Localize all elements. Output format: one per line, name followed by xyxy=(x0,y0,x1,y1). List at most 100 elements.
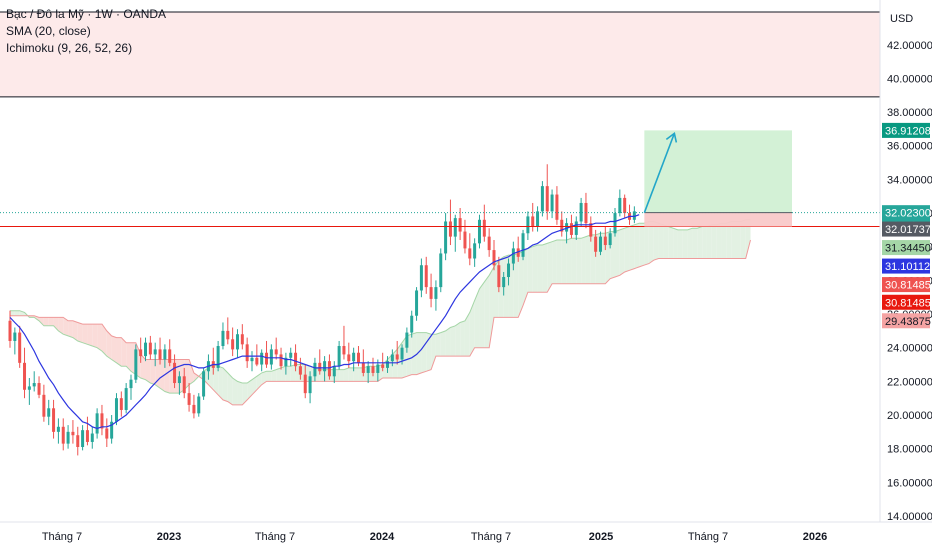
price-tag-bg xyxy=(882,122,930,138)
price-tag: 30.81485 xyxy=(882,277,931,293)
ichimoku-cloud-segment xyxy=(290,364,296,382)
price-tag: 36.91208 xyxy=(882,122,931,138)
candle xyxy=(603,226,607,251)
candle xyxy=(439,248,443,293)
candle xyxy=(13,327,17,355)
legend-ichimoku[interactable]: Ichimoku (9, 26, 52, 26) xyxy=(6,41,133,55)
price-tag-bg xyxy=(882,277,930,293)
candle-body xyxy=(463,231,467,249)
candle-body xyxy=(482,219,486,237)
ichimoku-cloud-segment xyxy=(271,369,277,382)
price-tag-label: 29.43875 xyxy=(885,316,931,328)
candle xyxy=(487,228,491,257)
ichimoku-cloud-segment xyxy=(101,324,107,357)
ichimoku-cloud-segment xyxy=(537,245,543,293)
candle xyxy=(390,349,394,367)
ichimoku-cloud-segment xyxy=(227,372,233,405)
ichimoku-cloud-segment xyxy=(281,366,286,382)
candle xyxy=(473,238,477,267)
x-tick-label: 2024 xyxy=(370,531,395,543)
candle xyxy=(240,324,244,350)
candle-body xyxy=(318,362,322,372)
candle xyxy=(61,418,65,451)
candle xyxy=(279,347,283,370)
projection-arrow-head xyxy=(665,132,678,143)
ichimoku-cloud-segment xyxy=(155,359,161,389)
candle-body xyxy=(400,347,404,360)
candle-body xyxy=(47,408,51,417)
candle-body xyxy=(129,379,133,389)
price-tag: 32.01737 xyxy=(882,221,931,237)
candle-body xyxy=(298,366,302,375)
candle-body xyxy=(56,426,60,432)
ichimoku-cloud-segment xyxy=(266,371,272,382)
candle-body xyxy=(235,334,239,350)
candle xyxy=(260,349,264,372)
candle-body xyxy=(361,362,365,373)
candle xyxy=(71,420,75,444)
ichimoku-cloud-segment xyxy=(247,379,252,400)
ichimoku-cloud-segment xyxy=(416,332,422,375)
legend-symbol[interactable]: Bạc / Đô la Mỹ · 1W · OANDA xyxy=(6,7,167,21)
candle xyxy=(110,415,114,444)
candle xyxy=(52,399,56,439)
candle xyxy=(429,273,433,308)
candle xyxy=(250,351,254,372)
candle xyxy=(448,199,452,246)
candle-body xyxy=(216,346,220,368)
candle xyxy=(632,206,636,224)
candle-body xyxy=(182,376,186,394)
candle-body xyxy=(618,197,622,214)
candle-body xyxy=(356,352,360,363)
legend-sma[interactable]: SMA (20, close) xyxy=(6,24,91,38)
candle xyxy=(37,376,41,399)
candle-body xyxy=(114,398,118,422)
candle xyxy=(177,371,181,395)
ichimoku-cloud-segment xyxy=(440,330,446,357)
ichimoku-cloud-segment xyxy=(581,236,586,284)
candle-body xyxy=(61,426,65,444)
candle xyxy=(153,342,157,367)
ichimoku-cloud-segment xyxy=(435,332,441,357)
ichimoku-cloud-segment xyxy=(527,246,533,293)
candle xyxy=(226,317,230,345)
ichimoku-cloud-segment xyxy=(576,238,582,284)
candle-body xyxy=(468,248,472,259)
candle-body xyxy=(492,250,496,266)
y-tick-label: 42.00000 xyxy=(887,40,932,52)
y-tick-label: 14.00000 xyxy=(887,511,932,523)
ichimoku-cloud-segment xyxy=(252,376,257,395)
candle-body xyxy=(531,216,535,227)
candle xyxy=(550,189,554,219)
ichimoku-cloud-segment xyxy=(339,369,344,382)
candle-body xyxy=(390,354,394,362)
ichimoku-cloud-segment xyxy=(692,228,698,259)
price-tag-label: 30.81485 xyxy=(885,280,931,292)
candle-body xyxy=(545,186,549,212)
ichimoku-cloud-segment xyxy=(474,288,480,348)
ichimoku-cloud-segment xyxy=(68,320,73,338)
candle xyxy=(85,416,89,446)
resistance-zone xyxy=(0,12,880,97)
candle-body xyxy=(550,194,554,212)
y-tick-label: 18.00000 xyxy=(887,444,932,456)
candle xyxy=(148,335,152,360)
candle xyxy=(216,340,220,372)
y-tick-label: 34.00000 xyxy=(887,174,932,186)
candle-body xyxy=(511,248,515,264)
ichimoku-cloud-segment xyxy=(523,248,528,306)
ichimoku-cloud-segment xyxy=(237,381,243,405)
candle xyxy=(594,229,598,257)
candle xyxy=(531,202,535,232)
candle xyxy=(8,310,12,348)
candle xyxy=(584,192,588,229)
ichimoku-cloud-segment xyxy=(431,334,436,370)
candle-body xyxy=(197,396,201,414)
ichimoku-cloud-segment xyxy=(566,238,572,284)
candle-body xyxy=(603,236,607,246)
candle xyxy=(318,349,322,375)
ichimoku-cloud-segment xyxy=(479,282,485,348)
candle-body xyxy=(168,349,172,363)
candle xyxy=(27,377,31,405)
